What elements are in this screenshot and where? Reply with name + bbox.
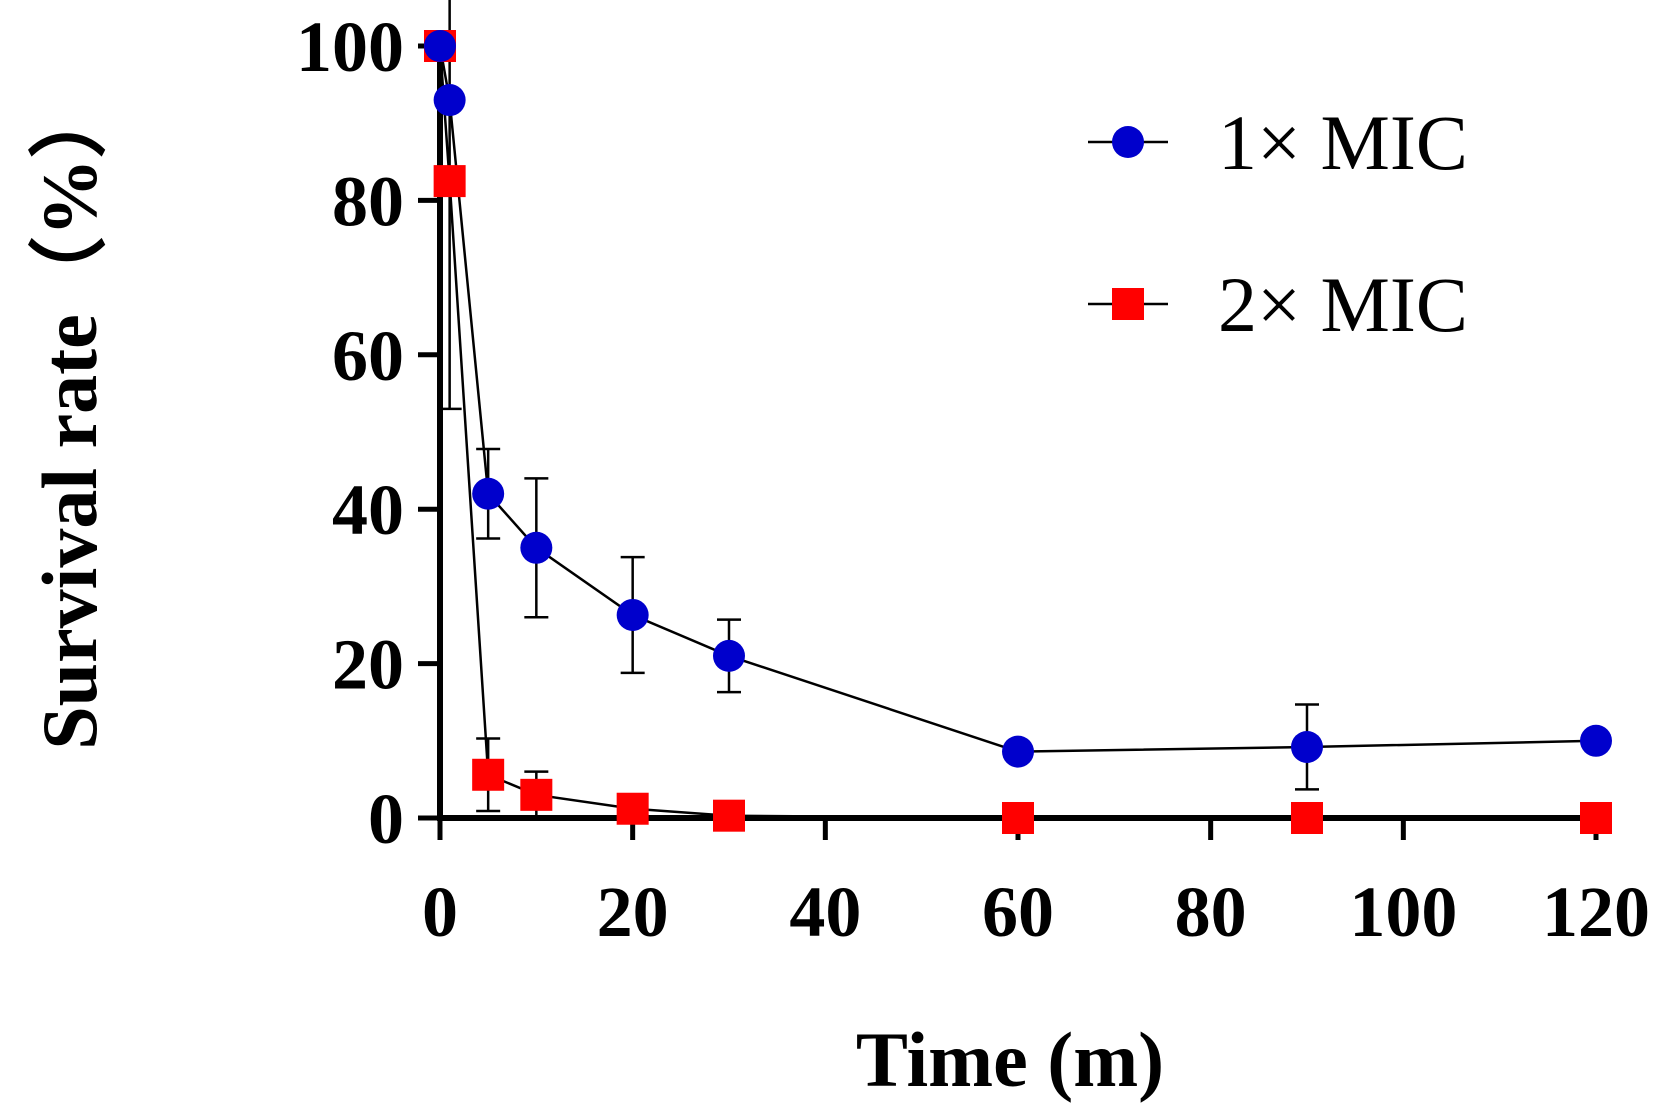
legend-label: 2× MIC <box>1218 261 1468 348</box>
legend-item: 1× MIC <box>1088 99 1468 186</box>
legend-label: 1× MIC <box>1218 99 1468 186</box>
y-axis-title: Survival rate（%） <box>26 80 113 749</box>
y-tick-label: 60 <box>332 316 404 396</box>
x-tick-label: 0 <box>422 872 458 952</box>
legend-marker-square <box>1112 288 1144 320</box>
data-point-square <box>1002 802 1034 834</box>
data-point-square <box>1291 802 1323 834</box>
data-point-circle <box>616 598 649 631</box>
x-tick-label: 20 <box>597 872 669 952</box>
data-point-circle <box>424 30 456 62</box>
data-point-circle <box>1002 735 1034 768</box>
data-point-square <box>520 778 553 811</box>
x-tick-label: 60 <box>982 872 1054 952</box>
x-tick-label: 40 <box>789 872 861 952</box>
data-point-circle <box>713 639 745 672</box>
data-point-circle <box>1580 724 1612 757</box>
x-tick-label: 80 <box>1175 872 1247 952</box>
x-tick-label: 120 <box>1542 872 1650 952</box>
x-tick-label: 100 <box>1349 872 1457 952</box>
y-tick-label: 100 <box>296 7 404 87</box>
legend: 1× MIC 2× MIC <box>1088 99 1468 348</box>
data-point-circle <box>1291 730 1323 763</box>
data-point-square <box>616 792 649 825</box>
y-tick-label: 20 <box>332 625 404 705</box>
data-point-square <box>472 758 505 791</box>
data-point-circle <box>433 84 466 117</box>
data-point-circle <box>472 477 505 510</box>
legend-marker-circle <box>1112 126 1144 158</box>
y-tick-label: 80 <box>332 161 404 241</box>
data-point-square <box>433 165 466 198</box>
data-point-square <box>713 799 745 832</box>
legend-item: 2× MIC <box>1088 261 1468 348</box>
data-point-square <box>1580 802 1612 834</box>
data-point-circle <box>520 531 553 564</box>
y-ticks: 0 20 40 60 80 100 <box>296 7 440 859</box>
y-tick-label: 0 <box>368 779 404 859</box>
x-axis-title: Time (m) <box>856 1016 1164 1103</box>
series-layer <box>424 0 1612 834</box>
y-tick-label: 40 <box>332 470 404 550</box>
x-ticks: 0 20 40 60 80 100 120 <box>422 818 1650 952</box>
